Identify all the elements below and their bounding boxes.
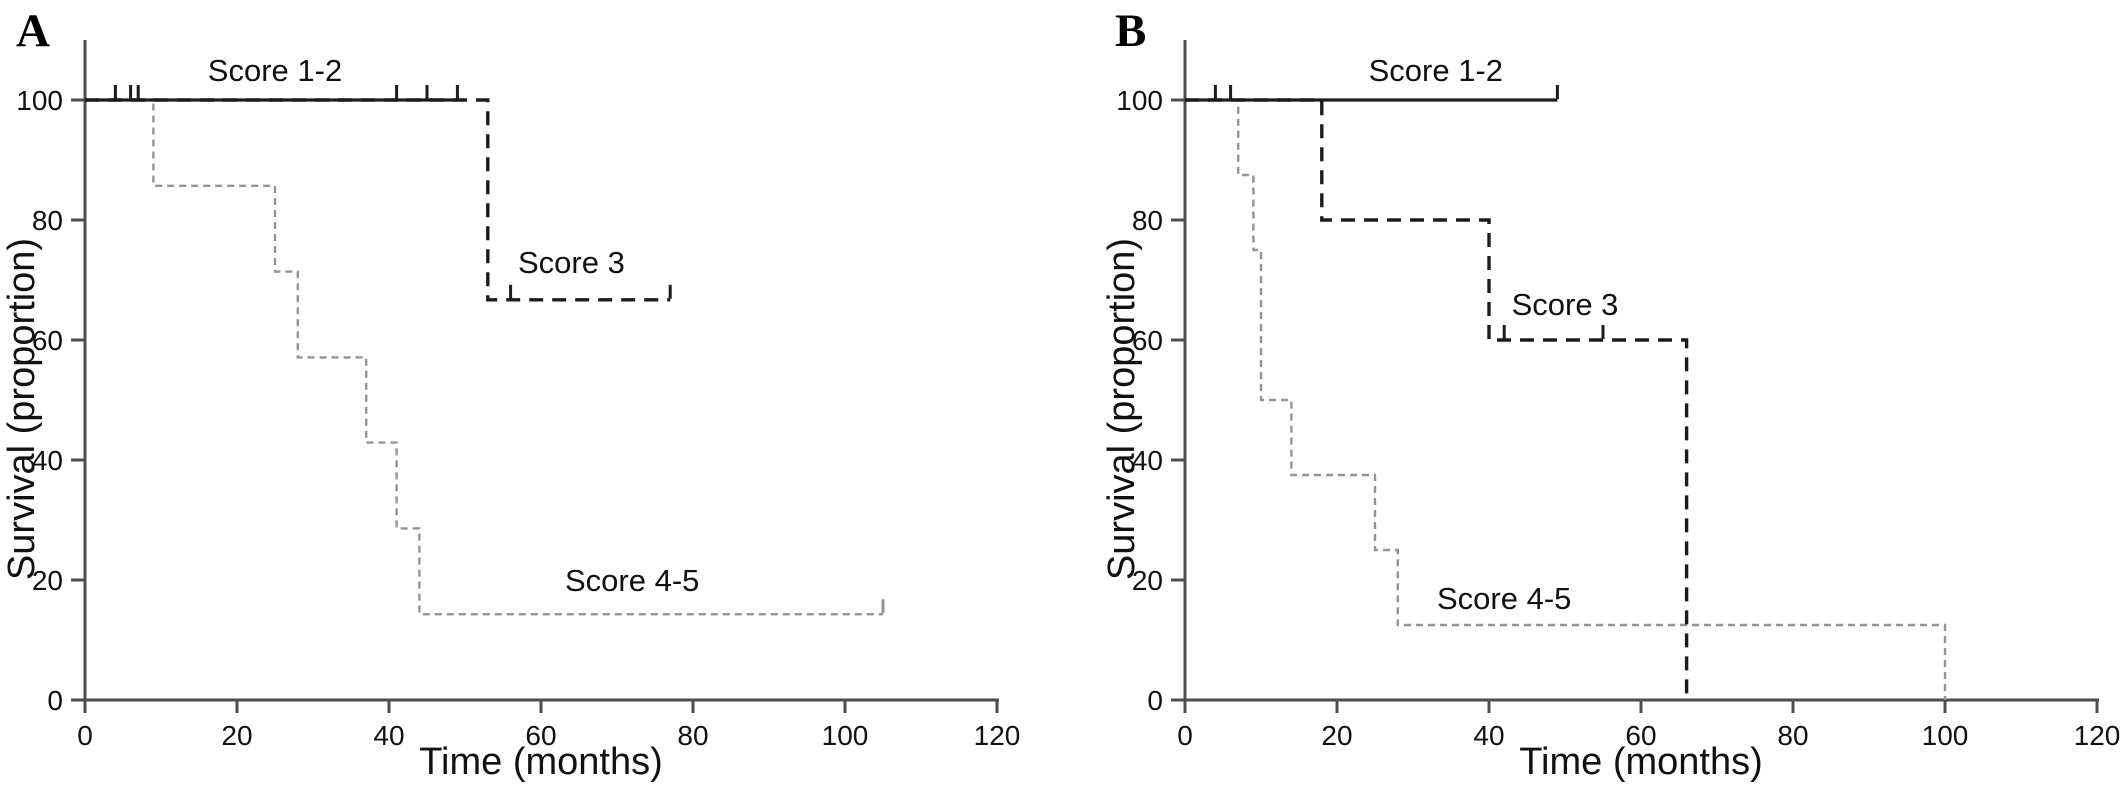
panel-b-x-axis-title: Time (months) [1519,741,1763,783]
x-tick-label-80: 80 [677,720,708,751]
panel-b-chart: 0 20 40 60 80 100 120 0 20 40 60 80 100 Score 1-2 Scor… [1116,40,2121,751]
x-tick-label-60: 60 [1625,720,1656,751]
x-tick-label-40: 40 [1473,720,1504,751]
x-tick-label-60: 60 [525,720,556,751]
y-tick-label-40: 40 [32,445,63,476]
x-tick-label-0: 0 [77,720,93,751]
y-tick-label-80: 80 [1132,205,1163,236]
x-tick-label-20: 20 [221,720,252,751]
series-label-score-4-5: Score 4-5 [565,563,699,598]
series-label-score-1-2: Score 1-2 [1369,53,1503,88]
curve-score-3 [85,98,671,302]
y-tick-label-60: 60 [1132,325,1163,356]
series-label-score-3: Score 3 [518,245,625,280]
y-tick-label-0: 0 [1147,685,1163,716]
curve-score-4-5 [1185,98,1947,700]
x-tick-label-20: 20 [1321,720,1352,751]
x-tick-label-100: 100 [822,720,869,751]
panel-b: 0 20 40 60 80 100 120 0 20 40 60 80 100 Score 1-2 Scor… [1063,0,2126,796]
panel-a: 0 20 40 60 80 100 120 0 20 40 60 80 100 Score 1-2 Scor… [1,5,1021,783]
y-tick-label-20: 20 [1132,565,1163,596]
panel-b-y-axis-title: Survival (proportion) [1101,237,1143,581]
x-tick-label-80: 80 [1777,720,1808,751]
y-tick-label-100: 100 [16,85,63,116]
curve-score-3 [1185,98,1689,700]
y-tick-label-0: 0 [47,685,63,716]
x-tick-label-0: 0 [1177,720,1193,751]
x-tick-label-120: 120 [974,720,1021,751]
panel-a-y-axis-title: Survival (proportion) [1,237,43,581]
y-tick-label-60: 60 [32,325,63,356]
panel-a-letter: A [16,5,50,57]
series-label-score-1-2: Score 1-2 [208,53,342,88]
y-tick-label-100: 100 [1116,85,1163,116]
panel-a-x-axis-title: Time (months) [419,741,663,783]
y-tick-label-40: 40 [1132,445,1163,476]
series-label-score-4-5: Score 4-5 [1437,581,1571,616]
x-tick-label-40: 40 [373,720,404,751]
y-tick-label-80: 80 [32,205,63,236]
panel-a-chart: 0 20 40 60 80 100 120 0 20 40 60 80 100 Score 1-2 Scor… [16,40,1021,751]
curve-score-4-5 [85,98,883,616]
series-label-score-3: Score 3 [1512,287,1619,322]
y-tick-label-20: 20 [32,565,63,596]
panel-b-letter: B [1115,5,1147,57]
x-tick-label-120: 120 [2074,720,2121,751]
x-tick-label-100: 100 [1922,720,1969,751]
